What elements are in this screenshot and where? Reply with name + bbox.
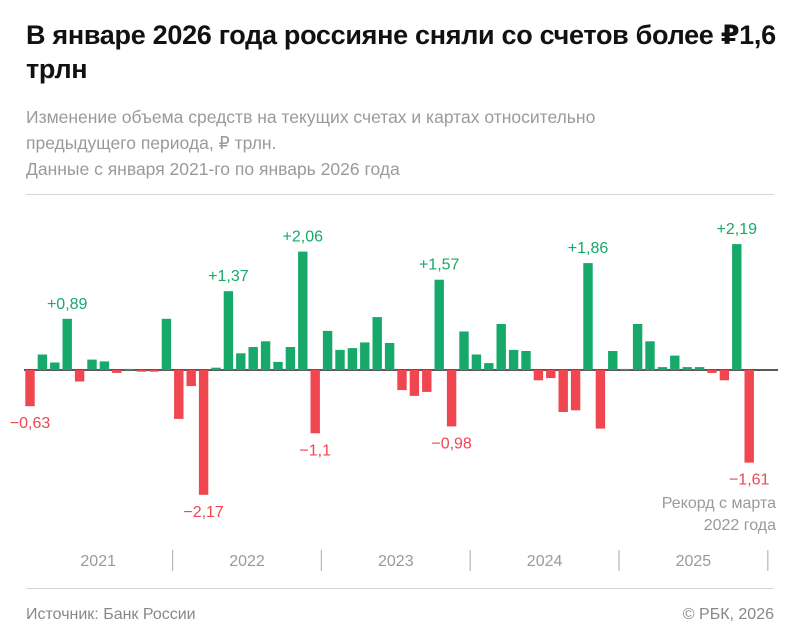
bar-5: [87, 359, 97, 370]
bar-39: [508, 349, 519, 370]
bar-53: [682, 367, 692, 370]
copyright: © РБК, 2026: [682, 606, 774, 623]
bar-51: [657, 367, 668, 370]
year-label-2022: 2022: [229, 553, 265, 570]
bottom-divider: [26, 588, 774, 589]
bar-22: [298, 251, 308, 371]
bar-37: [484, 363, 494, 370]
bar-27: [360, 342, 370, 370]
value-label-58: −1,61: [729, 472, 770, 489]
value-label-34: −0,98: [431, 435, 472, 452]
bar-52: [670, 355, 680, 370]
bar-32: [422, 370, 432, 392]
value-label-16: +1,37: [208, 268, 249, 285]
bar-34: [446, 370, 457, 427]
bar-46: [595, 370, 606, 429]
bar-1: [37, 354, 48, 370]
bar-28: [372, 317, 382, 370]
bar-45: [583, 263, 593, 371]
bar-40: [521, 351, 531, 370]
value-label-14: −2,17: [183, 504, 224, 521]
bar-18: [248, 347, 258, 370]
bar-6: [99, 361, 110, 370]
bar-14: [198, 370, 209, 495]
record-note-line-2: 2022 года: [704, 517, 776, 534]
bar-55: [707, 370, 717, 373]
top-divider: [26, 194, 774, 195]
bar-31: [409, 370, 420, 396]
bar-chart: −0,63 +0,89 −2,17 +1,37 +2,06 −1,1 +1,57 −0,98 +…: [10, 221, 778, 571]
source-note: Источник: Банк России: [26, 606, 196, 623]
bar-8: [124, 368, 134, 371]
bar-21: [285, 347, 296, 370]
bar-47: [608, 351, 618, 370]
bar-0: [25, 370, 35, 407]
bar-43: [558, 370, 568, 412]
bar-7: [112, 370, 122, 373]
bar-10: [149, 370, 159, 372]
bar-24: [322, 330, 333, 370]
subtitle-line-2: предыдущего периода, ₽ трлн.: [26, 133, 277, 153]
bar-12: [174, 370, 184, 419]
bar-56: [719, 370, 730, 381]
bar-29: [384, 343, 395, 370]
chart-title: В январе 2026 года россияне сняли со сче…: [26, 20, 776, 84]
bar-23: [310, 370, 320, 434]
value-label-45: +1,86: [568, 240, 609, 257]
year-label-2025: 2025: [676, 553, 712, 570]
value-label-57: +2,19: [717, 221, 758, 238]
bar-30: [397, 370, 407, 391]
bar-26: [347, 348, 358, 370]
subtitle-line-3: Данные с января 2021-го по январь 2026 г…: [26, 159, 400, 179]
bar-36: [471, 354, 482, 370]
chart-subtitle: Изменение объема средств на текущих счет…: [26, 104, 786, 182]
bar-11: [161, 318, 172, 370]
value-label-23: −1,1: [299, 442, 331, 459]
bar-13: [186, 370, 196, 387]
bar-3: [62, 318, 72, 370]
value-label-3: +0,89: [47, 296, 88, 313]
bar-38: [496, 324, 506, 370]
bar-16: [223, 291, 234, 370]
bar-54: [694, 367, 705, 370]
bar-35: [459, 331, 469, 370]
bar-20: [273, 361, 283, 370]
bar-41: [533, 370, 544, 381]
value-label-33: +1,57: [419, 257, 460, 274]
bar-9: [136, 370, 147, 372]
bar-42: [546, 370, 556, 379]
bar-33: [434, 279, 444, 370]
bar-57: [732, 244, 742, 370]
bar-4: [74, 370, 85, 382]
bar-19: [260, 341, 271, 371]
bar-44: [570, 370, 581, 411]
value-label-0: −0,63: [10, 415, 51, 432]
record-note-line-1: Рекорд с марта: [662, 495, 776, 512]
subtitle-line-1: Изменение объема средств на текущих счет…: [26, 107, 596, 127]
bar-48: [620, 368, 630, 371]
bar-50: [645, 341, 655, 371]
value-label-22: +2,06: [283, 229, 324, 246]
bar-49: [632, 324, 643, 370]
year-label-2021: 2021: [80, 553, 116, 570]
year-label-2023: 2023: [378, 553, 414, 570]
bar-15: [211, 367, 221, 370]
bar-25: [335, 349, 345, 370]
bar-17: [236, 353, 246, 370]
year-label-2024: 2024: [527, 553, 563, 570]
bar-2: [50, 362, 60, 370]
bar-58: [744, 370, 754, 463]
